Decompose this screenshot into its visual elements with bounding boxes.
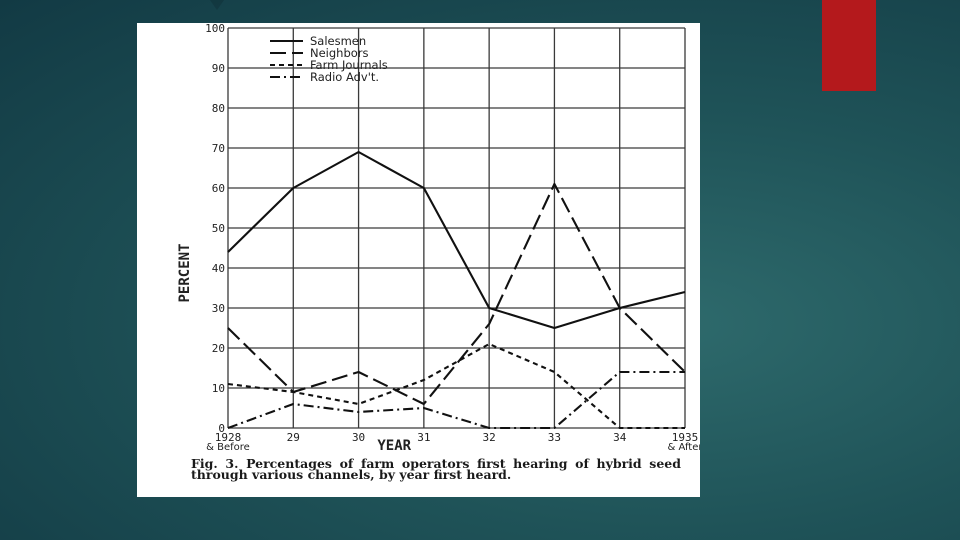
y-axis-label: PERCENT xyxy=(177,243,193,302)
x-tick-note: & After xyxy=(668,442,701,453)
y-tick-label: 40 xyxy=(212,262,225,275)
figure-card: 0 10 20 30 40 50 60 70 80 90 100 1928 29 30 31 32 33 34 1… xyxy=(137,23,700,497)
figure-label: Fig. 3. xyxy=(191,456,239,471)
x-tick-label: 1935 xyxy=(672,431,699,444)
figure-caption: Fig. 3. Percentages of farm operators fi… xyxy=(191,456,681,482)
y-tick-label: 100 xyxy=(205,23,225,35)
x-tick-label: 1928 xyxy=(215,431,242,444)
y-axis-ticks: 0 10 20 30 40 50 60 70 80 90 100 xyxy=(205,23,225,435)
x-axis-ticks: 1928 29 30 31 32 33 34 1935 & Before & After xyxy=(206,431,700,453)
x-tick-label: 34 xyxy=(613,431,627,444)
legend-label: Neighbors xyxy=(310,46,369,60)
legend-label: Radio Adv't. xyxy=(310,70,379,84)
figure-caption-text: Percentages of farm operators first hear… xyxy=(191,456,681,482)
x-tick-label: 29 xyxy=(287,431,300,444)
y-tick-label: 10 xyxy=(212,382,225,395)
series-line xyxy=(227,342,685,430)
x-tick-label: 31 xyxy=(417,431,430,444)
y-tick-label: 60 xyxy=(212,182,225,195)
grid xyxy=(227,27,686,429)
y-tick-label: 30 xyxy=(212,302,225,315)
x-tick-label: 33 xyxy=(548,431,561,444)
x-tick-note: & Before xyxy=(206,442,250,453)
legend-label: Farm Journals xyxy=(310,58,388,72)
x-tick-label: 32 xyxy=(483,431,496,444)
y-tick-label: 90 xyxy=(212,62,225,75)
y-tick-label: 20 xyxy=(212,342,225,355)
series-line xyxy=(227,150,686,330)
y-tick-label: 50 xyxy=(212,222,225,235)
series-line xyxy=(227,182,686,406)
y-tick-label: 70 xyxy=(212,142,225,155)
legend-label: Salesmen xyxy=(310,34,366,48)
x-axis-label: YEAR xyxy=(377,438,411,454)
accent-bar xyxy=(822,0,876,91)
series-line xyxy=(227,370,685,430)
slide-decoration xyxy=(210,0,224,10)
x-tick-label: 30 xyxy=(352,431,365,444)
y-tick-label: 80 xyxy=(212,102,225,115)
series-lines xyxy=(227,150,686,430)
y-tick-label: 0 xyxy=(218,422,225,435)
